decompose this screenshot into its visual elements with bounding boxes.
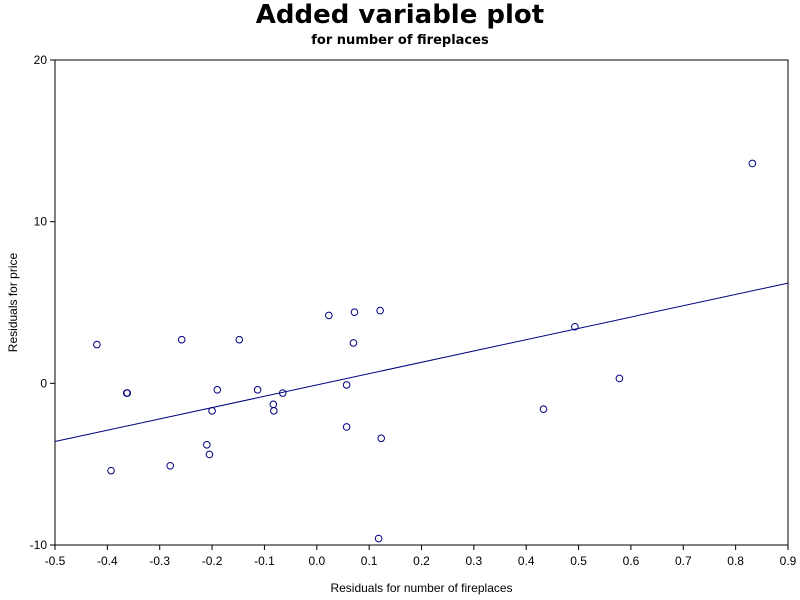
x-tick-label: 0.3 <box>466 554 483 568</box>
data-point <box>205 450 214 459</box>
x-tick-label: -0.3 <box>149 554 170 568</box>
data-point <box>253 386 262 394</box>
x-tick-label: 0.1 <box>361 554 378 568</box>
data-point <box>213 386 222 394</box>
data-point <box>325 311 333 320</box>
x-tick-label: 0.2 <box>413 554 430 568</box>
y-tick-label: 10 <box>34 215 48 229</box>
data-point <box>93 340 101 349</box>
x-tick-label: -0.2 <box>202 554 223 568</box>
data-point <box>235 335 244 344</box>
x-axis-label: Residuals for number of fireplaces <box>330 581 512 595</box>
chart-title: Added variable plot <box>255 0 545 30</box>
regression-line <box>54 282 789 443</box>
x-axis: -0.5 -0.4 -0.3 -0.2 -0.1 0.0 0.1 0.2 0.3 0.4 0.5 0.… <box>45 545 797 568</box>
plot-frame <box>54 59 789 546</box>
y-axis: -10 0 10 20 <box>30 53 55 552</box>
x-tick-label: -0.4 <box>97 554 118 568</box>
data-point <box>177 335 186 344</box>
data-point <box>571 322 579 331</box>
y-axis-label: Residuals for price <box>6 252 20 352</box>
data-point <box>166 461 174 470</box>
data-point <box>376 306 384 315</box>
data-point <box>270 407 278 415</box>
x-tick-label: -0.5 <box>45 554 66 568</box>
data-point <box>748 159 757 168</box>
data-point <box>539 405 548 414</box>
data-point <box>342 423 351 431</box>
data-point <box>342 381 351 389</box>
data-point <box>350 308 359 317</box>
x-tick-label: 0.5 <box>570 554 587 568</box>
data-point <box>615 374 624 383</box>
y-tick-label: 20 <box>34 53 48 67</box>
x-tick-label: -0.1 <box>254 554 275 568</box>
x-tick-label: 0.8 <box>727 554 744 568</box>
data-point <box>377 434 385 443</box>
y-tick-label: -10 <box>30 538 48 552</box>
x-tick-label: 0.9 <box>780 554 797 568</box>
data-point <box>208 407 216 415</box>
x-tick-label: 0.6 <box>623 554 640 568</box>
data-point <box>278 389 287 397</box>
data-point <box>107 466 115 475</box>
data-point <box>374 534 383 543</box>
x-tick-label: 0.4 <box>518 554 535 568</box>
data-points <box>93 159 757 543</box>
data-point <box>203 440 211 449</box>
chart-subtitle: for number of fireplaces <box>311 33 489 48</box>
x-tick-label: 0.0 <box>308 554 325 568</box>
data-point <box>123 389 132 397</box>
data-point <box>269 400 278 409</box>
x-tick-label: 0.7 <box>675 554 692 568</box>
y-tick-label: 0 <box>40 376 47 390</box>
data-point <box>349 339 358 347</box>
